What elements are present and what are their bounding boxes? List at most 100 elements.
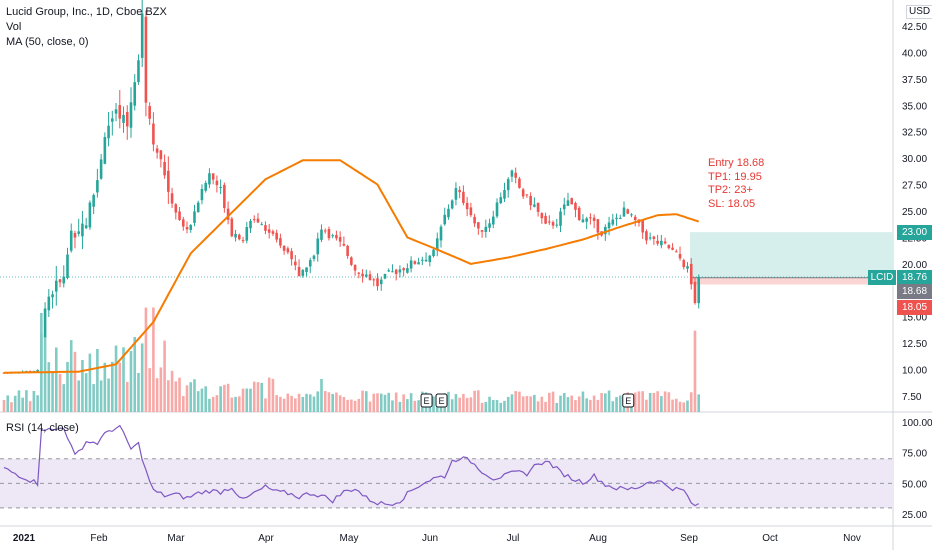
price-tick-label: 7.50 [902, 392, 922, 403]
volume-bar [577, 396, 581, 412]
candle-body [200, 188, 204, 201]
candle-body [510, 170, 514, 177]
volume-bar [525, 396, 529, 412]
candle-body [491, 216, 495, 225]
candle-body [58, 279, 62, 283]
candle-body [335, 234, 338, 239]
volume-bar [252, 381, 256, 412]
candle-body [447, 208, 450, 218]
volume-bar [604, 393, 607, 412]
candle-body [301, 269, 305, 276]
rsi-tick-label: 25.00 [902, 510, 927, 521]
volume-bar [137, 372, 140, 412]
volume-bar [503, 400, 506, 412]
candle-body [152, 123, 155, 145]
legend-volume: Vol [6, 21, 22, 33]
volume-bar [417, 400, 420, 412]
price-tick-label: 40.00 [902, 48, 927, 59]
volume-bar [51, 371, 54, 412]
volume-bar [529, 396, 532, 412]
volume-bar [297, 393, 301, 412]
volume-bar [267, 377, 271, 412]
volume-bar [88, 353, 92, 412]
candle-body [503, 190, 506, 199]
candle-body [555, 224, 559, 226]
earnings-marker [435, 393, 448, 408]
candle-body [264, 225, 267, 231]
volume-bar [256, 382, 260, 412]
candle-body [484, 226, 488, 232]
volume-bar [660, 396, 663, 412]
candle-body [282, 245, 286, 251]
volume-bar [279, 396, 282, 412]
volume-bar [689, 392, 693, 412]
candle-body [454, 188, 458, 200]
volume-bar [312, 396, 316, 412]
volume-bar [462, 393, 465, 412]
candle-body [406, 268, 409, 273]
volume-bar [129, 350, 133, 412]
candle-body [529, 195, 532, 206]
candle-body [368, 274, 372, 281]
candle-body [548, 221, 551, 223]
time-tick-label: May [340, 533, 359, 544]
volume-bar [361, 390, 364, 412]
price-tick-label: 30.00 [902, 154, 927, 165]
candle-body [54, 280, 58, 292]
volume-bar [645, 399, 648, 412]
rsi-tick-label: 50.00 [902, 479, 927, 490]
volume-bar [249, 388, 252, 412]
candle-body [51, 294, 54, 298]
candle-body [641, 220, 644, 233]
candle-body [604, 226, 607, 235]
volume-bar [402, 394, 405, 412]
volume-bar [327, 392, 331, 412]
candle-body [417, 262, 420, 265]
price-tick-label: 10.00 [902, 366, 927, 377]
volume-bar [506, 396, 510, 412]
candle-body [129, 102, 133, 128]
candle-body [648, 237, 652, 239]
volume-bar [600, 393, 603, 412]
volume-bar [656, 391, 659, 412]
price-tick-label: 12.50 [902, 339, 927, 350]
candle-body [533, 204, 536, 207]
candle-body [99, 159, 103, 179]
price-tag-tp2: 23.00 [897, 225, 932, 240]
price-tick-label: 32.50 [902, 128, 927, 139]
earnings-marker-label: E [625, 396, 631, 406]
volume-bar [58, 373, 62, 412]
volume-bar [353, 400, 357, 412]
volume-bar [118, 362, 122, 412]
volume-bar [540, 396, 544, 412]
earnings-marker-label: E [438, 396, 444, 406]
volume-bar [589, 399, 592, 412]
volume-bar [473, 390, 476, 412]
candle-body [465, 202, 469, 210]
volume-bar [66, 361, 69, 412]
volume-bar [260, 382, 264, 412]
candle-body [204, 182, 207, 191]
candle-body [305, 267, 308, 273]
legend-ma: MA (50, close, 0) [6, 36, 89, 48]
candle-body [308, 260, 312, 267]
volume-bar [495, 399, 499, 412]
time-tick-label: Apr [258, 533, 274, 544]
volume-bar [174, 381, 178, 412]
candle-body [495, 202, 499, 217]
volume-bar [514, 391, 517, 412]
candle-body [238, 234, 241, 240]
volume-group [2, 307, 701, 412]
volume-bar [234, 396, 237, 412]
candle-body [633, 216, 637, 221]
volume-bar [458, 397, 461, 412]
candle-body [81, 223, 84, 237]
volume-bar [40, 313, 43, 412]
candle-body [73, 233, 77, 238]
volume-bar [320, 379, 323, 412]
candle-body [361, 273, 364, 277]
candle-body [372, 279, 376, 281]
candle-body [488, 223, 491, 228]
volume-bar [637, 391, 641, 412]
